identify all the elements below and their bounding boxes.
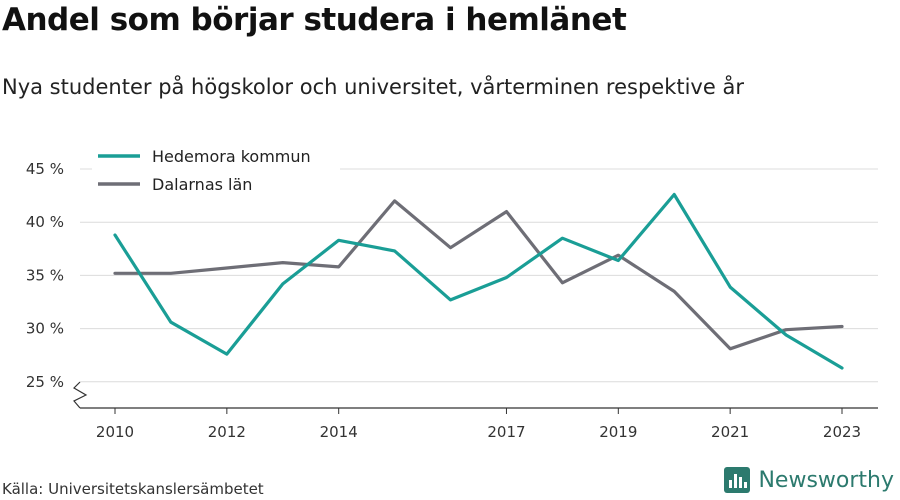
chart-subtitle: Nya studenter på högskolor och universit… xyxy=(2,75,744,99)
y-tick-label: 40 % xyxy=(26,213,64,231)
y-tick-label: 30 % xyxy=(26,320,64,338)
legend-label: Hedemora kommun xyxy=(152,147,311,166)
legend-label: Dalarnas län xyxy=(152,175,252,194)
brand-name: Newsworthy xyxy=(758,467,894,493)
bar-chart-logo-icon xyxy=(724,467,751,493)
brand-logo: Newsworthy xyxy=(724,467,894,493)
legend-box xyxy=(92,142,340,198)
chart-title: Andel som börjar studera i hemlänet xyxy=(2,2,627,38)
y-tick-label: 25 % xyxy=(26,373,64,391)
x-tick-label: 2021 xyxy=(711,423,749,441)
x-tick-label: 2012 xyxy=(208,423,246,441)
y-tick-label: 35 % xyxy=(26,266,64,284)
x-tick-label: 2010 xyxy=(96,423,134,441)
x-tick-label: 2017 xyxy=(487,423,525,441)
series-line xyxy=(113,199,844,351)
x-tick-label: 2023 xyxy=(823,423,861,441)
x-tick-label: 2019 xyxy=(599,423,637,441)
source-note: Källa: Universitetskanslersämbetet xyxy=(2,480,264,498)
series-line xyxy=(113,192,844,370)
x-tick-label: 2014 xyxy=(320,423,358,441)
y-tick-label: 45 % xyxy=(26,160,64,178)
axis-break-icon xyxy=(73,381,88,409)
